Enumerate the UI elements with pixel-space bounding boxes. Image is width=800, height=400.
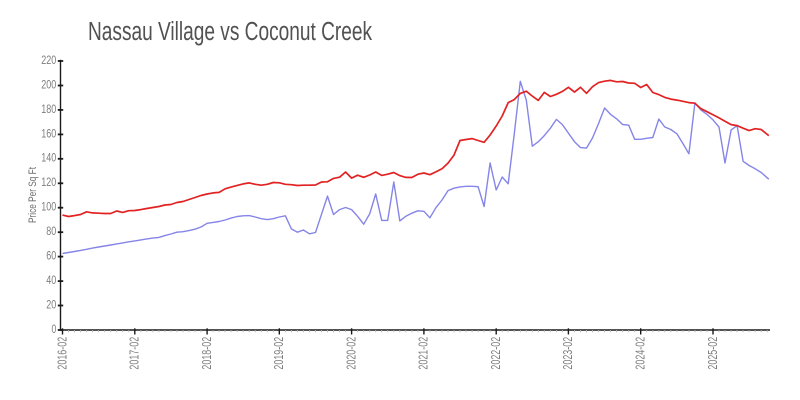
svg-text:140: 140 — [41, 151, 56, 165]
svg-text:180: 180 — [41, 102, 56, 116]
svg-text:2022-02: 2022-02 — [489, 337, 503, 370]
svg-text:Nassau Village vs Coconut Cree: Nassau Village vs Coconut Creek — [88, 18, 372, 46]
svg-text:20: 20 — [46, 297, 56, 311]
svg-text:2021-02: 2021-02 — [417, 337, 431, 370]
svg-text:40: 40 — [46, 273, 56, 287]
svg-text:0: 0 — [52, 322, 57, 336]
svg-text:2017-02: 2017-02 — [128, 337, 142, 370]
svg-text:2025-02: 2025-02 — [706, 337, 720, 370]
svg-text:60: 60 — [46, 249, 56, 263]
svg-text:160: 160 — [41, 126, 56, 140]
svg-text:2019-02: 2019-02 — [272, 337, 286, 370]
svg-text:2023-02: 2023-02 — [561, 337, 575, 370]
svg-text:2020-02: 2020-02 — [344, 337, 358, 370]
svg-text:200: 200 — [41, 77, 56, 91]
svg-text:100: 100 — [41, 200, 56, 214]
svg-text:2018-02: 2018-02 — [200, 337, 214, 370]
svg-text:80: 80 — [46, 224, 56, 238]
svg-text:2016-02: 2016-02 — [55, 337, 69, 370]
svg-text:Price Per Sq Ft: Price Per Sq Ft — [27, 167, 39, 223]
svg-text:220: 220 — [41, 53, 56, 67]
svg-text:2024-02: 2024-02 — [634, 337, 648, 370]
svg-text:120: 120 — [41, 175, 56, 189]
